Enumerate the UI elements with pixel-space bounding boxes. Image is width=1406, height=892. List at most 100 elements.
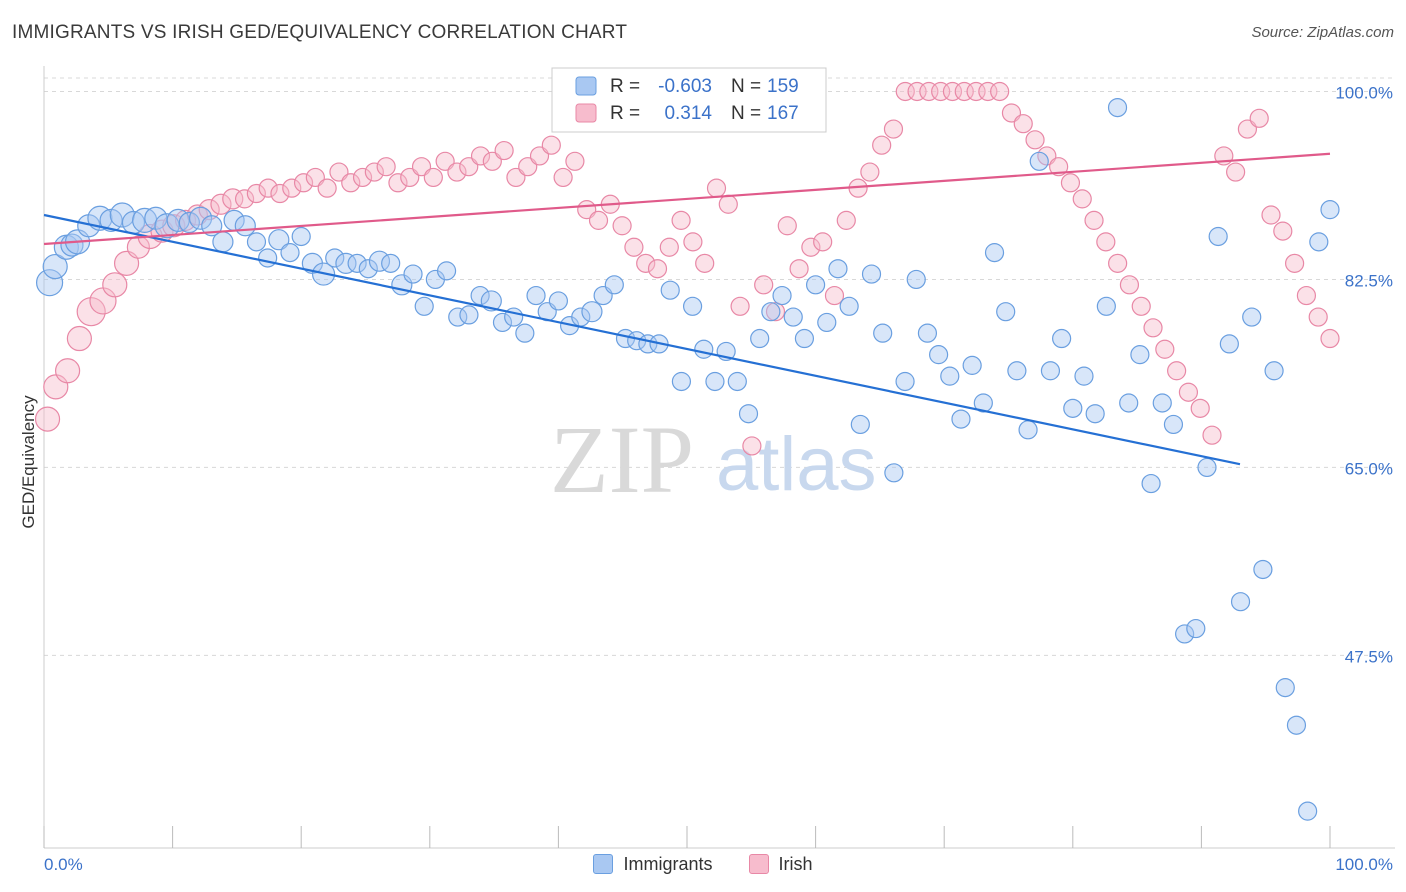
immigrants-point: [246, 232, 267, 252]
irish-point: [706, 178, 727, 198]
immigrants-trend-line: [43, 213, 1241, 466]
immigrants-point: [884, 463, 904, 483]
immigrants-point: [705, 371, 725, 392]
immigrants-point: [1107, 97, 1128, 118]
irish-point: [813, 232, 833, 252]
immigrants-point: [280, 243, 300, 263]
legend-item-immigrants: Immigrants: [593, 853, 713, 875]
irish-point: [1049, 157, 1069, 177]
irish-point: [683, 232, 703, 252]
irish-point: [529, 146, 550, 166]
immigrants-point: [325, 248, 345, 268]
irish-point: [447, 162, 467, 182]
y-tick-label: 82.5%: [1345, 271, 1393, 290]
n-label-immigrants: N =: [731, 76, 761, 97]
immigrants-point: [962, 355, 982, 375]
immigrants-point: [973, 393, 993, 413]
immigrants-point: [548, 291, 569, 311]
irish-point: [1119, 275, 1140, 295]
irish-point: [789, 259, 809, 279]
immigrants-point: [526, 285, 546, 306]
irish-point: [210, 193, 232, 215]
immigrants-point: [459, 305, 479, 325]
irish-point: [541, 135, 561, 155]
irish-point: [1261, 205, 1281, 225]
n-value-irish: 167: [767, 103, 799, 124]
legend-swatch-irish: [748, 854, 769, 874]
irish-point: [174, 209, 197, 231]
irish-point: [76, 297, 106, 327]
irish-point: [282, 178, 302, 198]
immigrants-point: [1119, 393, 1139, 413]
irish-point: [1025, 130, 1045, 150]
irish-point: [234, 189, 255, 209]
immigrants-point: [212, 231, 234, 253]
immigrants-point: [1085, 404, 1105, 424]
irish-point: [1108, 253, 1128, 273]
irish-point: [1320, 328, 1340, 349]
watermark-zip: ZIP: [550, 406, 694, 513]
r-value-irish: 0.314: [664, 103, 712, 124]
irish-point: [270, 183, 290, 204]
immigrants-point: [996, 302, 1016, 322]
irish-point: [246, 183, 266, 204]
immigrants-point: [839, 296, 859, 316]
irish-point: [836, 210, 856, 230]
immigrants-point: [1197, 457, 1217, 478]
irish-point: [1249, 108, 1269, 128]
watermark-atlas: atlas: [716, 422, 877, 507]
immigrants-point: [381, 253, 401, 273]
irish-point: [34, 406, 61, 432]
y-axis-label: GED/Equivalency: [19, 395, 38, 529]
irish-point: [1060, 173, 1081, 193]
legend-label-immigrants: Immigrants: [623, 853, 713, 874]
immigrants-point: [671, 371, 692, 392]
immigrants-point: [1018, 420, 1038, 440]
immigrants-point: [1040, 361, 1061, 381]
irish-point: [494, 140, 514, 161]
immigrants-point: [358, 259, 378, 279]
immigrants-point: [1286, 715, 1307, 735]
irish-point: [113, 250, 140, 276]
legend-item-irish: Irish: [748, 853, 813, 875]
n-value-immigrants: 159: [767, 76, 799, 97]
immigrants-point: [42, 253, 68, 280]
source-label: Source: ZipAtlas.com: [1251, 24, 1394, 41]
irish-point: [1084, 210, 1104, 230]
irish-point: [1296, 285, 1317, 306]
immigrants-point: [850, 414, 870, 435]
irish-point: [1013, 114, 1033, 134]
immigrants-point: [188, 206, 213, 230]
r-label-irish: R =: [610, 103, 640, 124]
immigrants-point: [1152, 393, 1172, 413]
immigrants-point: [1052, 328, 1072, 349]
irish-point: [518, 157, 538, 177]
irish-point: [1131, 296, 1151, 316]
irish-point: [506, 167, 526, 188]
legend-label-irish: Irish: [778, 853, 813, 874]
irish-point: [258, 178, 278, 198]
irish-point: [777, 216, 797, 236]
immigrants-point: [1063, 398, 1083, 418]
immigrants-point: [1186, 618, 1206, 639]
immigrants-point: [772, 285, 792, 306]
immigrants-point: [347, 253, 367, 273]
irish-point: [1202, 425, 1222, 445]
irish-point: [872, 135, 892, 155]
irish-point: [482, 151, 502, 171]
tick-labels: 47.5% 65.0% 82.5% 100.0% 0.0% 100.0%: [44, 83, 1393, 874]
immigrants-point: [660, 280, 680, 300]
irish-point: [671, 210, 691, 230]
immigrants-point: [895, 371, 915, 392]
y-tick-label: 100.0%: [1335, 83, 1393, 102]
immigrants-point: [805, 275, 826, 295]
immigrants-point: [906, 269, 926, 290]
immigrants-point: [414, 296, 434, 316]
immigrants-point: [783, 307, 803, 327]
irish-point: [470, 146, 491, 166]
irish-point: [54, 358, 81, 384]
trend-lines: [43, 152, 1331, 466]
immigrants-point: [1264, 361, 1284, 381]
irish-point: [66, 325, 92, 352]
immigrants-point: [268, 229, 290, 251]
